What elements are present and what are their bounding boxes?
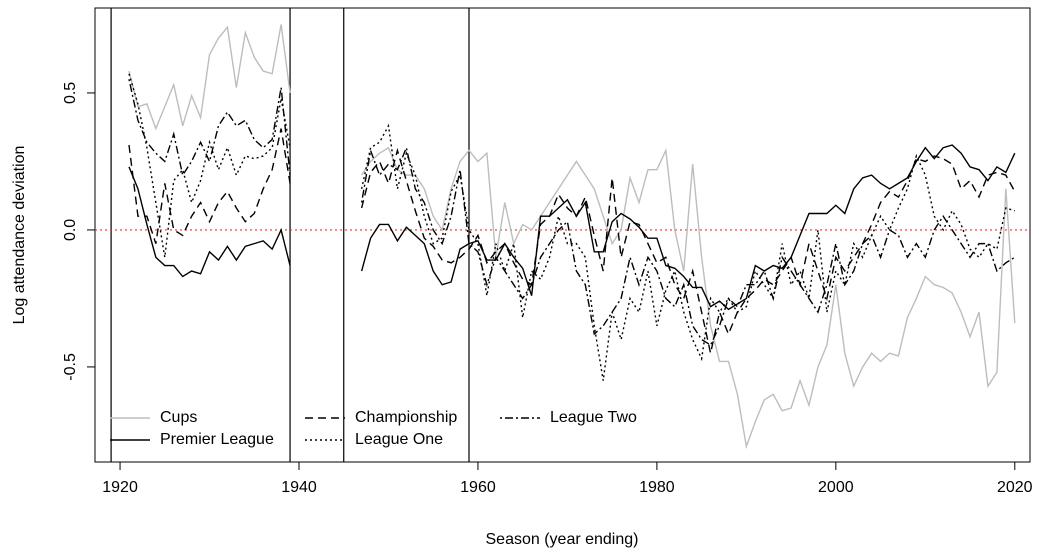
x-axis-label: Season (year ending) bbox=[486, 531, 639, 548]
series-line bbox=[128, 24, 1016, 450]
y-tick-label: 0.0 bbox=[62, 219, 79, 241]
x-tick-label: 1940 bbox=[281, 479, 317, 496]
legend-label: League Two bbox=[550, 409, 637, 426]
legend-label: Premier League bbox=[160, 431, 274, 448]
legend-label: Cups bbox=[160, 409, 197, 426]
x-tick-label: 2020 bbox=[997, 479, 1033, 496]
x-tick-label: 1960 bbox=[460, 479, 496, 496]
x-tick-label: 1920 bbox=[102, 479, 138, 496]
y-axis-label: Log attendance deviation bbox=[11, 146, 28, 325]
series-line bbox=[128, 73, 1015, 381]
legend-label: Championship bbox=[355, 409, 457, 426]
x-tick-label: 1980 bbox=[639, 479, 675, 496]
series-line bbox=[128, 144, 1016, 311]
series-line bbox=[128, 128, 1016, 354]
legend-label: League One bbox=[355, 431, 443, 448]
x-tick-label: 2000 bbox=[818, 479, 854, 496]
y-tick-label: -0.5 bbox=[62, 353, 79, 381]
plot-frame bbox=[94, 7, 1031, 463]
y-tick-label: 0.5 bbox=[62, 82, 79, 104]
